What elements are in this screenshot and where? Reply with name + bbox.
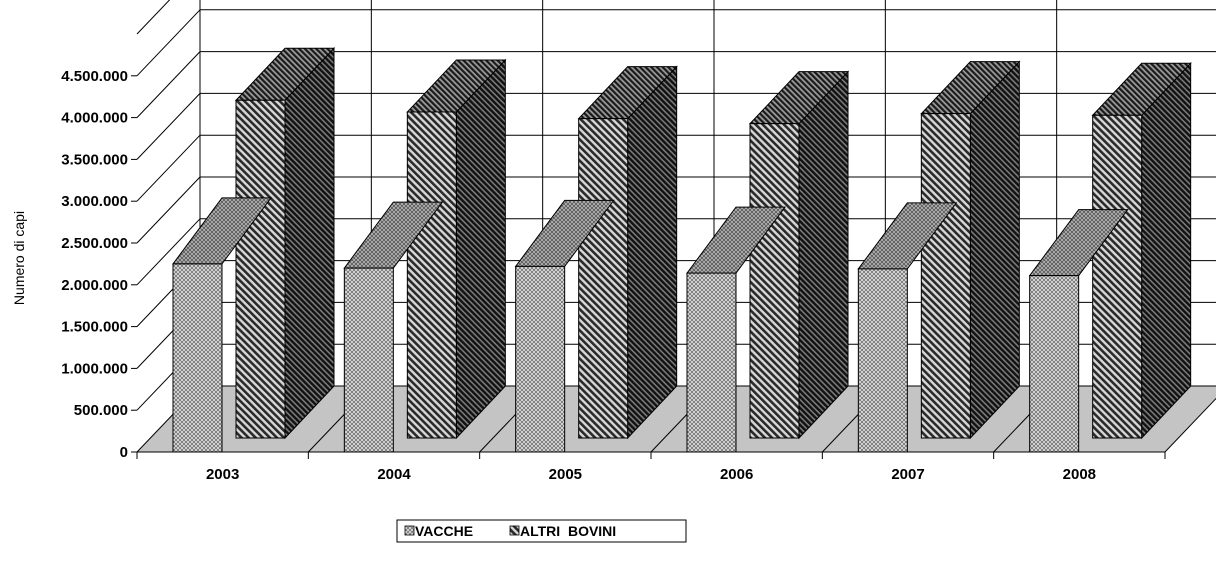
x-tick-labels: 2003 2004 2005 2006 2007 2008	[206, 466, 1096, 483]
bar-side-altri-bovini	[798, 70, 849, 440]
x-tick-label: 2004	[377, 466, 411, 483]
bar-group-2006	[686, 70, 850, 453]
legend-frame	[396, 519, 687, 543]
gridline-side	[136, 51, 201, 118]
y-tick-label: 4.000.000	[61, 110, 128, 127]
bar-vacche	[686, 272, 737, 453]
bar-altri-bovini	[920, 113, 971, 439]
y-tick-labels: 0 500.000 1.000.000 1.500.000 2.000.000 2.500…	[61, 68, 128, 461]
bar-altri-bovini	[235, 99, 286, 439]
bar-side-altri-bovini	[969, 60, 1020, 440]
x-tick-label: 2005	[549, 466, 582, 483]
bar-side-altri-bovini	[284, 46, 335, 440]
gridline-side	[136, 0, 171, 35]
y-tick-label: 3.500.000	[61, 151, 128, 168]
bar-group-2005	[514, 65, 678, 453]
legend: VACCHE ALTRI BOVINI	[396, 519, 687, 543]
bar-vacche	[515, 265, 566, 453]
bar-group-2008	[1028, 62, 1192, 453]
legend-label-altri-bovini: ALTRI BOVINI	[520, 523, 616, 539]
gridline-side	[136, 9, 201, 77]
y-axis-title: Numero di capi	[11, 211, 27, 305]
y-tick-label: 4.500.000	[61, 68, 128, 85]
bar-vacche	[343, 267, 394, 453]
bar-group-2003	[172, 46, 336, 453]
x-tick-label: 2006	[720, 466, 753, 483]
bar-side-altri-bovini	[627, 65, 678, 440]
bar-altri-bovini	[749, 123, 800, 439]
axes	[131, 75, 1166, 459]
x-tick-label: 2007	[891, 466, 924, 483]
bar-altri-bovini	[578, 118, 629, 439]
gridline-side	[136, 218, 201, 286]
bar-group-2007	[857, 60, 1021, 453]
gridline-side	[136, 176, 201, 244]
y-tick-label: 2.000.000	[61, 277, 128, 294]
y-tick-label: 0	[120, 444, 128, 461]
bars	[172, 46, 1192, 453]
bar-altri-bovini	[1092, 114, 1143, 439]
gridline-side	[136, 134, 201, 202]
x-tick-label: 2008	[1063, 466, 1096, 483]
bar-vacche	[172, 263, 223, 453]
y-tick-label: 500.000	[74, 402, 128, 419]
bar-vacche	[1029, 275, 1080, 453]
bar-group-2004	[343, 58, 507, 453]
bar-side-altri-bovini	[1141, 62, 1192, 440]
gridline-side	[136, 93, 201, 160]
legend-swatch-altri-bovini	[509, 525, 520, 536]
y-tick-label: 3.000.000	[61, 193, 128, 210]
legend-swatch-vacche	[404, 525, 415, 536]
bar-vacche	[857, 268, 908, 453]
legend-label-vacche: VACCHE	[415, 523, 473, 539]
bar-altri-bovini	[406, 111, 457, 439]
bar-side-altri-bovini	[455, 58, 506, 440]
x-tick-label: 2003	[206, 466, 239, 483]
y-tick-label: 2.500.000	[61, 235, 128, 252]
y-tick-label: 1.500.000	[61, 319, 128, 336]
y-tick-label: 1.000.000	[61, 360, 128, 377]
